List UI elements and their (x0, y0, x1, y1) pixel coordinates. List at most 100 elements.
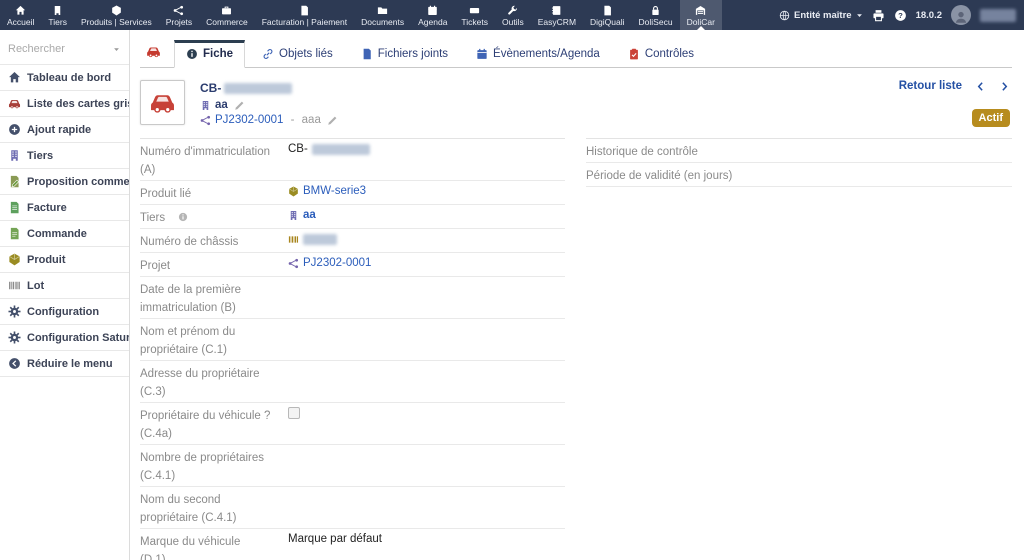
sidebar-item[interactable]: Tiers (0, 143, 129, 169)
top-menu-item[interactable]: DigiQuali (583, 0, 632, 30)
project-link[interactable]: PJ2302-0001 (215, 114, 284, 126)
top-menu-item[interactable]: DoliSecu (632, 0, 680, 30)
edit-thirdparty-icon[interactable] (234, 100, 245, 111)
field-value-link[interactable]: BMW-serie3 (303, 185, 367, 197)
info-circle-icon (186, 48, 198, 60)
record-ref: CB- (200, 81, 338, 95)
circle-left-icon (8, 357, 21, 370)
top-menu-item[interactable]: Outils (495, 0, 531, 30)
top-menu-item[interactable]: Accueil (0, 0, 41, 30)
top-menu-item[interactable]: Projets (159, 0, 199, 30)
ticket-icon (469, 5, 480, 16)
field-value (288, 280, 565, 294)
tab[interactable]: Fichiers joints (350, 40, 459, 67)
sidebar-menu: Tableau de bord Liste des cartes grises … (0, 64, 129, 377)
field-value (781, 166, 1012, 180)
thirdparty-link[interactable]: aa (215, 99, 228, 111)
top-menu-item[interactable]: Commerce (199, 0, 255, 30)
record-ref-prefix: CB- (200, 81, 222, 95)
redacted-ref (224, 82, 293, 94)
top-menu: Accueil Tiers Produits | Services Projet… (0, 0, 722, 30)
vehicle-photo-placeholder (140, 80, 185, 125)
address-book-icon (551, 5, 562, 16)
search-input[interactable]: Rechercher (0, 30, 129, 64)
version-label: 18.0.2 (915, 9, 942, 21)
topbar-right-tools: Entité maître ? 18.0.2 (779, 0, 1024, 30)
top-menu-item[interactable]: Tiers (41, 0, 74, 30)
entity-label: Entité maître (794, 9, 852, 21)
field-row: Numéro d'immatriculation (A) CB- (140, 139, 565, 181)
top-menu-item[interactable]: Tickets (454, 0, 495, 30)
sidebar-item[interactable]: Réduire le menu (0, 351, 129, 377)
avatar[interactable] (951, 5, 971, 25)
print-icon[interactable] (872, 9, 885, 22)
gear-icon (8, 331, 21, 344)
edit-project-icon[interactable] (327, 115, 338, 126)
search-placeholder: Rechercher (8, 43, 65, 55)
top-menu-item[interactable]: Facturation | Paiement (255, 0, 354, 30)
sidebar-item[interactable]: Lot (0, 273, 129, 299)
back-to-list-link[interactable]: Retour liste (898, 80, 962, 92)
top-menu-item[interactable]: Agenda (411, 0, 454, 30)
top-menu-item[interactable]: Produits | Services (74, 0, 159, 30)
sidebar-item[interactable]: Liste des cartes grises (0, 91, 129, 117)
next-record-button[interactable] (999, 81, 1010, 92)
top-menu-item[interactable]: Documents (354, 0, 411, 30)
tab[interactable]: Objets liés (251, 40, 344, 67)
redacted-text (303, 233, 337, 245)
entity-selector[interactable]: Entité maître (779, 10, 863, 21)
previous-record-button[interactable] (975, 81, 986, 92)
cube-icon (8, 253, 21, 266)
barcode-icon (288, 234, 299, 245)
field-value: PJ2302-0001 (288, 256, 565, 271)
top-menu-item[interactable]: DoliCar (679, 0, 722, 30)
field-row: Tiers aa (140, 205, 565, 229)
tab[interactable]: Contrôles (617, 40, 705, 67)
sidebar-item[interactable]: Configuration (0, 299, 129, 325)
share-nodes-icon (288, 258, 299, 269)
field-value (288, 448, 565, 462)
sidebar-item[interactable]: Tableau de bord (0, 65, 129, 91)
field-value (288, 490, 565, 504)
link-icon (262, 48, 274, 60)
briefcase-icon (221, 5, 232, 16)
top-menu-bar: Accueil Tiers Produits | Services Projet… (0, 0, 1024, 30)
owner-checkbox[interactable] (288, 407, 300, 419)
field-value (781, 142, 1012, 156)
field-value-text: Marque par défaut (288, 533, 382, 545)
field-value (288, 406, 565, 420)
field-value-link[interactable]: aa (303, 209, 316, 221)
tab-bar: Fiche Objets liés Fichiers joints Évènem… (140, 40, 1012, 68)
file-lines-icon (8, 227, 21, 240)
sidebar-item[interactable]: Facture (0, 195, 129, 221)
tab[interactable]: Fiche (174, 40, 246, 68)
redacted-username (980, 8, 1016, 22)
field-label: Tiers (140, 212, 166, 224)
file-icon (361, 48, 373, 60)
field-label: Propriétaire du véhicule ? (C.4a) (140, 410, 271, 440)
left-sidebar: Rechercher Tableau de bord Liste des car… (0, 30, 130, 560)
sidebar-item[interactable]: Commande (0, 221, 129, 247)
tab[interactable]: Évènements/Agenda (465, 40, 611, 67)
field-row: Historique de contrôle (586, 139, 1012, 163)
field-value-text: CB- (288, 143, 308, 155)
field-value (288, 364, 565, 378)
field-value: aa (288, 208, 565, 223)
field-value-link[interactable]: PJ2302-0001 (303, 257, 372, 269)
folder-icon (377, 5, 388, 16)
top-menu-item[interactable]: EasyCRM (531, 0, 583, 30)
home-icon (8, 71, 21, 84)
plus-circle-icon (8, 123, 21, 136)
home-icon (15, 5, 26, 16)
sidebar-item[interactable]: Proposition commer... (0, 169, 129, 195)
sidebar-item[interactable]: Produit (0, 247, 129, 273)
field-row: Propriétaire du véhicule ? (C.4a) (140, 403, 565, 445)
lock-icon (650, 5, 661, 16)
file-invoice-icon (299, 5, 310, 16)
sidebar-item[interactable]: Configuration Saturne (0, 325, 129, 351)
calendar-icon (476, 48, 488, 60)
sidebar-item[interactable]: Ajout rapide (0, 117, 129, 143)
fields-left-column: Numéro d'immatriculation (A) CB- Produit… (140, 138, 565, 560)
field-label: Nombre de propriétaires (C.4.1) (140, 452, 265, 482)
help-icon[interactable]: ? (894, 9, 907, 22)
